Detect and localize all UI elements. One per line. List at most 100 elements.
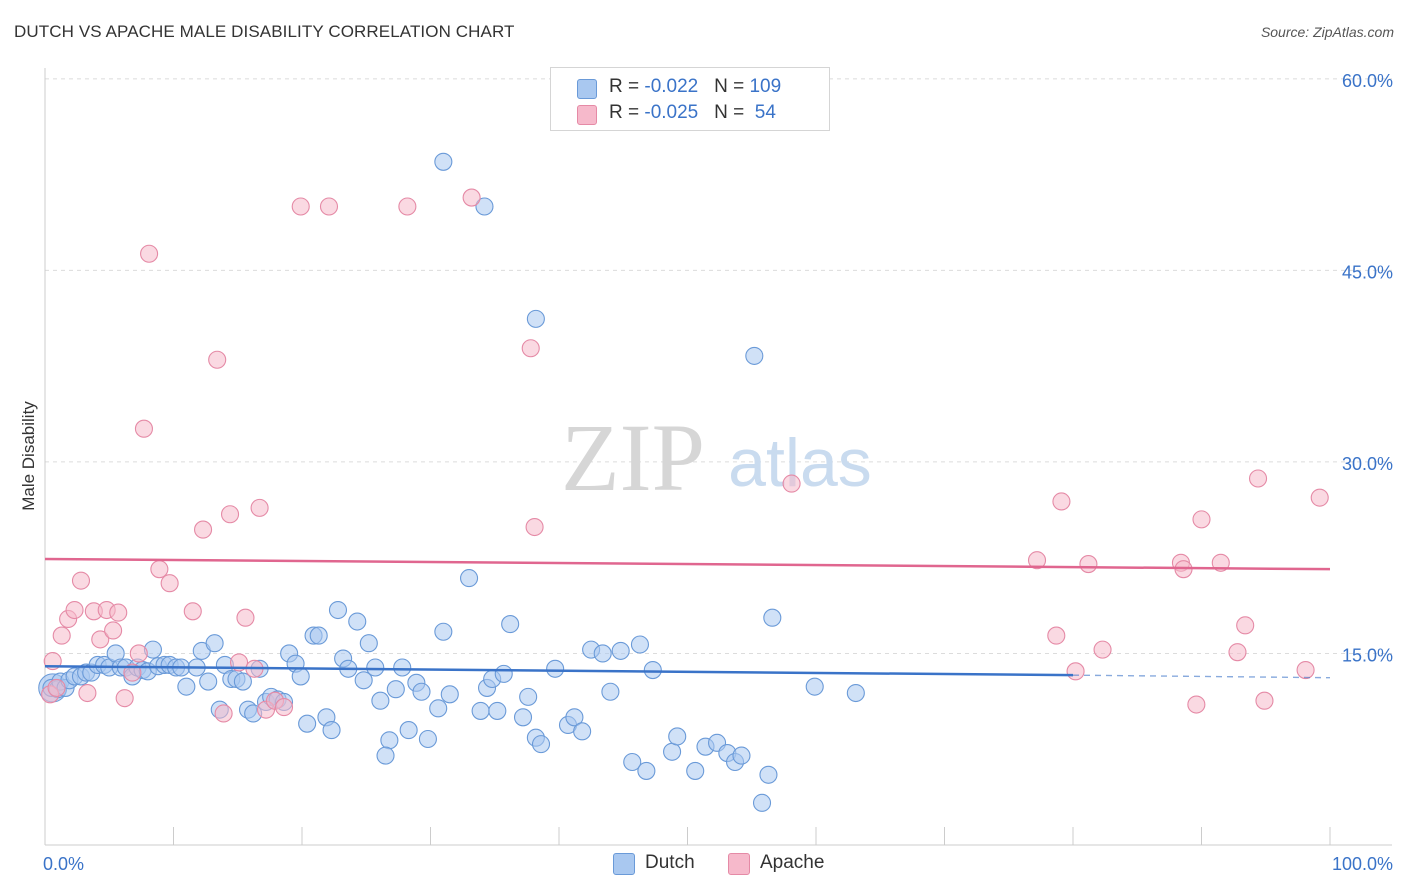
dutch-point-59	[376, 746, 395, 765]
apache-point-50	[1228, 643, 1247, 662]
trend-dutch	[44, 664, 1074, 677]
apache-point-22	[208, 350, 227, 369]
dutch-point-55	[359, 634, 378, 653]
apache-point-41	[1052, 492, 1071, 511]
dutch-point-108	[745, 346, 764, 365]
apache-point-55	[1310, 488, 1329, 507]
dutch-point-103	[805, 677, 824, 696]
dutch-point-73	[488, 701, 507, 720]
dutch-point-45	[298, 714, 317, 733]
apache-point-23	[214, 704, 233, 723]
tick-labels: 15.0% 30.0% 45.0% 60.0% 0.0% 100.0%	[43, 71, 1393, 874]
dutch-point-107	[526, 309, 545, 328]
dutch-point-44	[291, 667, 310, 686]
dutch-point-70	[471, 701, 490, 720]
apache-point-15	[129, 644, 148, 663]
apache-point-35	[462, 188, 481, 207]
dutch-point-28	[199, 672, 218, 691]
legend-swatch-apache	[577, 105, 597, 125]
dutch-point-74	[494, 664, 513, 683]
apache-point-32	[291, 197, 310, 216]
dutch-point-90	[637, 761, 656, 780]
dutch-point-50	[328, 600, 348, 620]
apache-point-28	[250, 498, 269, 517]
apache-point-31	[274, 698, 294, 717]
apache-point-38	[782, 474, 801, 493]
apache-point-14	[123, 663, 142, 682]
legend-text-dutch: R = -0.022 N = 109	[609, 76, 782, 97]
apache-point-6	[71, 571, 91, 590]
apache-point-44	[1093, 640, 1112, 659]
dutch-point-57	[371, 691, 390, 710]
y-axis-label: Male Disability	[19, 401, 38, 511]
bottom-legend-label-dutch: Dutch	[645, 852, 695, 873]
apache-point-33	[319, 197, 339, 216]
apache-point-16	[134, 419, 153, 438]
apache-point-51	[1236, 616, 1255, 635]
trend-lines	[44, 557, 1331, 679]
apache-point-11	[104, 621, 123, 640]
dutch-point-94	[686, 761, 705, 780]
apache-point-3	[52, 626, 71, 645]
x-tick-label-100: 100.0%	[1332, 854, 1393, 874]
dutch-point-65	[418, 729, 437, 749]
dutch-point-75	[501, 615, 520, 634]
dutch-point-34	[233, 672, 252, 691]
dutch-point-102	[763, 608, 782, 627]
dutch-point-69	[459, 569, 479, 588]
dutch-point-86	[601, 682, 620, 701]
trend-apache	[44, 557, 1331, 571]
dutch-point-76	[513, 708, 533, 727]
y-tick-label-30: 30.0%	[1342, 454, 1393, 474]
dutch-point-77	[519, 687, 538, 706]
dutch-point-91	[643, 661, 662, 680]
dutch-point-99	[732, 746, 751, 765]
legend-row-apache: R = -0.025 N = 54	[577, 102, 776, 126]
legend-text-apache: R = -0.025 N = 54	[609, 102, 776, 123]
dutch-point-49	[322, 721, 341, 740]
dutch-point-93	[668, 727, 687, 746]
dutch-point-106	[475, 197, 494, 216]
dutch-point-53	[348, 612, 367, 631]
dutch-point-82	[565, 708, 584, 727]
series-dutch	[38, 152, 865, 812]
apache-point-7	[78, 683, 97, 703]
apache-point-40	[1047, 626, 1066, 645]
apache-point-20	[183, 602, 202, 621]
apache-point-19	[160, 574, 179, 593]
apache-point-47	[1187, 695, 1206, 714]
apache-point-5	[65, 600, 84, 620]
x-tick-label-0: 0.0%	[43, 854, 84, 874]
dutch-point-85	[593, 644, 612, 663]
dutch-point-80	[546, 659, 565, 678]
dutch-point-54	[354, 671, 373, 690]
apache-point-21	[194, 520, 213, 539]
dutch-point-79	[531, 735, 551, 754]
dutch-point-25	[177, 677, 196, 696]
watermark-atlas: atlas	[728, 425, 872, 501]
legend-row-dutch: R = -0.022 N = 109	[577, 76, 781, 100]
apache-point-52	[1248, 469, 1268, 488]
dutch-point-67	[434, 622, 453, 641]
apache-point-34	[398, 197, 417, 216]
bottom-legend-label-apache: Apache	[760, 852, 825, 873]
dutch-point-61	[393, 658, 412, 677]
trend-dutch-extension	[1072, 674, 1331, 679]
dutch-point-104	[846, 683, 865, 703]
apache-point-53	[1255, 691, 1274, 710]
apache-point-13	[115, 689, 134, 708]
dutch-point-92	[663, 742, 682, 761]
chart-title: DUTCH VS APACHE MALE DISABILITY CORRELAT…	[14, 22, 515, 41]
series-apache	[41, 188, 1329, 723]
dutch-point-29	[205, 634, 224, 653]
apache-point-48	[1192, 510, 1211, 529]
y-tick-label-60: 60.0%	[1342, 71, 1393, 91]
legend-swatch-dutch	[577, 79, 597, 99]
apache-point-37	[525, 517, 544, 537]
bottom-legend-swatch-dutch	[613, 853, 635, 875]
apache-point-18	[150, 560, 169, 579]
apache-point-12	[109, 603, 128, 622]
dutch-point-105	[434, 152, 453, 171]
y-tick-label-45: 45.0%	[1342, 262, 1393, 282]
dutch-point-58	[380, 731, 399, 750]
